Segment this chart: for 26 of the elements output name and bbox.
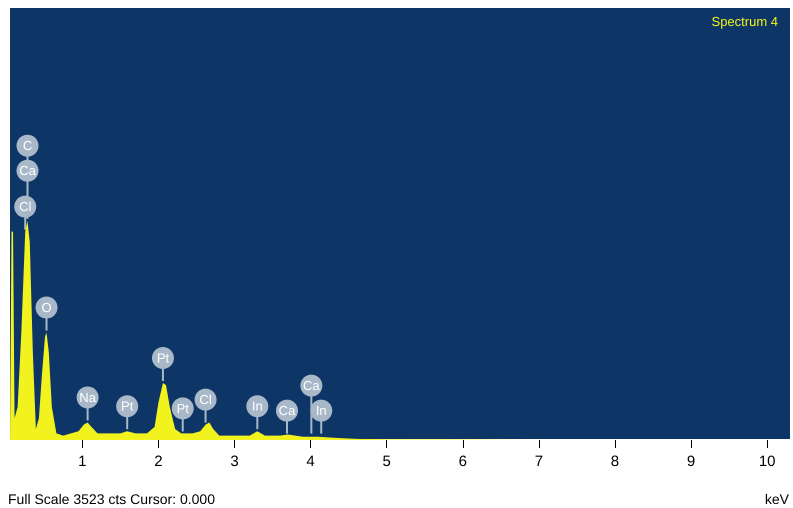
x-tick-label: 10	[758, 453, 776, 470]
annotation: Pt	[176, 400, 190, 416]
annotation: Ca	[278, 403, 296, 418]
annotation: In	[252, 398, 263, 414]
annotation: Pt	[121, 398, 134, 414]
annotation: Ca	[303, 378, 320, 394]
text: Full Scale 3523 cts Cursor: 0.000	[8, 491, 216, 507]
annotation: In	[316, 403, 327, 418]
x-tick-label: 8	[610, 453, 620, 470]
x-tick-label: 2	[154, 453, 163, 470]
annotation: Ca	[19, 163, 37, 178]
annotation: C	[22, 138, 32, 154]
annotation: Cl	[19, 199, 32, 214]
annotation: Pt	[156, 350, 170, 366]
annotation: Na	[79, 390, 97, 405]
annotation: O	[41, 300, 52, 316]
x-tick-label: 3	[230, 453, 239, 470]
chart-title: Spectrum 4	[712, 14, 778, 29]
x-axis-title: keV	[764, 491, 790, 507]
x-tick-label: 7	[534, 453, 544, 470]
annotation: Cl	[199, 392, 212, 408]
x-tick-label: 9	[686, 453, 696, 470]
x-tick-label: 4	[306, 453, 315, 470]
x-tick-label: 1	[78, 453, 86, 470]
x-tick-label: 6	[458, 453, 467, 470]
x-tick-label: 5	[382, 453, 391, 470]
